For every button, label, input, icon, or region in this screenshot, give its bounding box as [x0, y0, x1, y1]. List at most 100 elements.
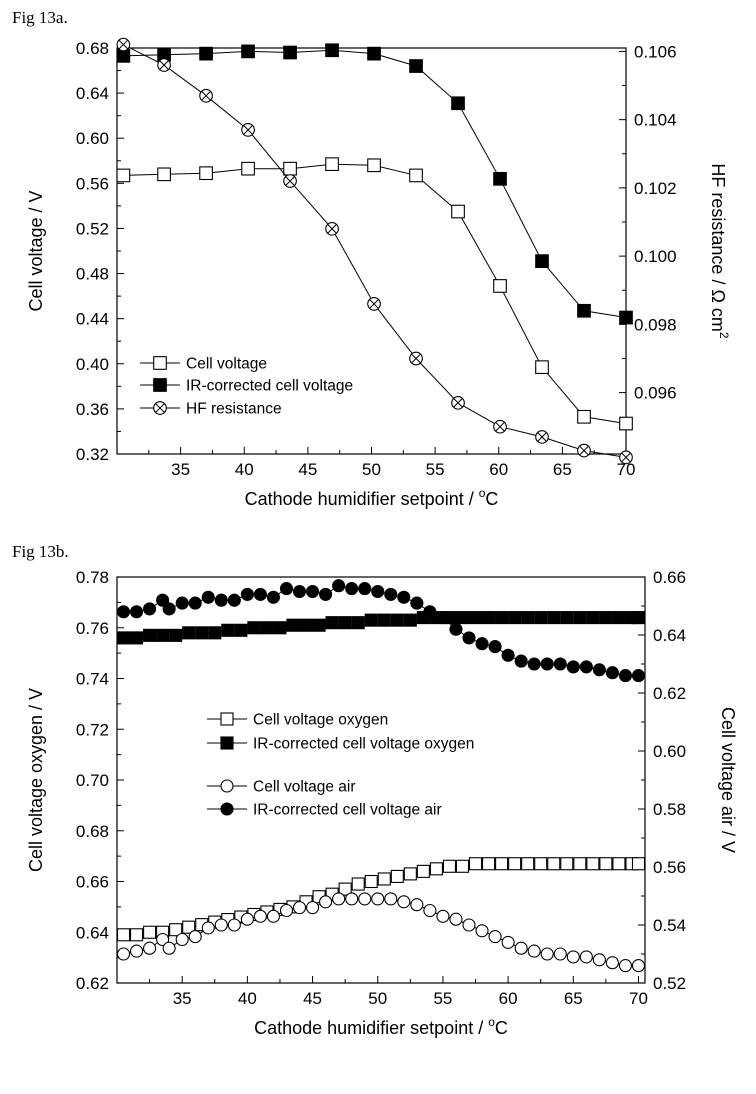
data-point-b-3: [397, 590, 411, 604]
y2-tick-label-b: 0.66: [653, 568, 686, 587]
figure-a-label: Fig 13a.: [12, 8, 68, 27]
x-tick-label-b: 35: [173, 989, 192, 1008]
data-point-b-0: [482, 857, 496, 871]
data-point-b-2: [475, 924, 489, 938]
data-point-b-1: [351, 616, 365, 630]
y-axis-title-b: Cell voltage oxygen / V: [26, 688, 46, 872]
data-point-b-3: [130, 605, 144, 619]
y2-tick-label-a: 0.102: [634, 179, 677, 198]
data-point-a-2-cross-b: [621, 452, 631, 463]
data-point-a-2: [325, 221, 339, 236]
data-point-a-2-cross-b: [579, 445, 589, 456]
x-tick-label-b: 60: [499, 989, 518, 1008]
data-point-b-1: [547, 611, 561, 625]
data-point-b-1: [130, 631, 144, 645]
data-point-b-3: [436, 611, 450, 625]
data-point-b-2: [227, 918, 241, 932]
data-point-b-2: [527, 944, 541, 958]
data-point-b-2: [436, 909, 450, 923]
data-point-b-2: [514, 941, 528, 955]
y2-tick-label-b: 0.54: [653, 916, 686, 935]
y-tick-label-a: 0.60: [76, 129, 109, 148]
data-point-a-2: [619, 450, 633, 465]
legend-b: Cell voltage oxygen IR-corrected cell vol…: [207, 712, 474, 819]
data-point-b-1: [286, 618, 300, 632]
data-point-a-2-cross-b: [201, 91, 211, 101]
data-point-b-0: [130, 928, 144, 942]
y-tick-label-a: 0.44: [76, 310, 109, 329]
chart-a: 35 40 45 50 55 60 65 70 0.32 0.36 0.40 0.44 0.48 0.52…: [26, 37, 731, 509]
data-point-b-1: [403, 613, 417, 627]
data-point-b-1: [169, 628, 183, 642]
data-point-b-2: [201, 921, 215, 935]
data-point-b-3: [423, 605, 437, 619]
x-tick-label-b: 65: [564, 989, 583, 1008]
series-b-0: [116, 857, 646, 942]
data-point-b-2: [501, 935, 515, 949]
data-point-b-1: [208, 626, 222, 640]
data-point-a-1: [367, 46, 381, 61]
data-point-b-2: [306, 901, 320, 915]
data-point-a-1: [451, 96, 465, 111]
data-point-b-0: [429, 862, 443, 876]
data-point-b-3: [253, 587, 267, 601]
data-point-b-2: [579, 950, 593, 964]
data-point-a-2-cross-b: [453, 398, 463, 408]
data-point-b-1: [221, 623, 235, 637]
data-point-a-0: [493, 279, 507, 293]
series-b-3: [116, 579, 646, 683]
data-point-b-3: [540, 657, 554, 671]
data-point-b-1: [468, 611, 483, 625]
data-point-b-3: [266, 590, 280, 604]
series-b-2: [116, 892, 646, 973]
data-point-a-0: [619, 416, 633, 431]
data-point-b-1: [143, 628, 157, 642]
data-point-b-3: [214, 593, 228, 607]
data-point-b-1: [299, 618, 313, 632]
x-tick-label-b: 45: [303, 989, 322, 1008]
data-point-b-2: [449, 912, 463, 926]
data-point-b-2: [540, 947, 554, 961]
x-tick-label-b: 70: [629, 989, 648, 1008]
data-point-b-0: [169, 923, 183, 937]
data-point-b-2: [566, 950, 580, 964]
x-axis-title-a: Cathode humidifier setpoint / oC: [245, 486, 499, 509]
legend-marker-a-2: [153, 401, 167, 415]
data-point-b-0: [631, 857, 646, 871]
data-point-a-1: [409, 59, 423, 73]
data-point-b-0: [351, 877, 365, 891]
data-point-a-0: [241, 161, 255, 176]
legend-marker-b-3: [220, 802, 234, 816]
data-point-b-0: [612, 857, 626, 871]
data-point-b-3: [410, 596, 424, 610]
data-point-b-3: [292, 584, 307, 599]
data-point-a-0: [451, 204, 465, 219]
data-point-b-2: [143, 941, 157, 955]
y2-tick-label-a: 0.096: [634, 384, 677, 403]
data-point-b-2: [292, 901, 307, 915]
data-point-b-2: [130, 944, 144, 958]
data-point-b-3: [462, 631, 476, 645]
y2-tick-label-b: 0.52: [653, 974, 686, 993]
data-point-b-3: [592, 663, 606, 677]
data-point-b-1: [325, 616, 339, 630]
data-point-b-1: [273, 621, 287, 635]
data-point-a-2-cross-b: [369, 299, 379, 309]
x-tick-label-b: 40: [238, 989, 257, 1008]
legend-label-b-1: IR-corrected cell voltage oxygen: [253, 736, 474, 753]
data-point-b-2: [462, 918, 476, 932]
data-point-b-0: [455, 859, 470, 873]
data-point-b-3: [240, 587, 254, 601]
data-point-b-0: [377, 872, 391, 886]
data-point-b-3: [553, 657, 567, 671]
data-point-b-1: [455, 611, 470, 625]
data-point-b-1: [586, 611, 600, 625]
data-point-b-1: [482, 611, 496, 625]
y-tick-label-a: 0.48: [76, 265, 109, 284]
y-tick-label-b: 0.70: [76, 771, 109, 790]
y2-tick-label-b: 0.58: [653, 800, 686, 819]
x-tick-label-a: 70: [617, 460, 636, 479]
data-point-b-2: [605, 956, 619, 970]
data-point-b-2: [240, 912, 254, 926]
y2-tick-label-b: 0.64: [653, 626, 686, 645]
